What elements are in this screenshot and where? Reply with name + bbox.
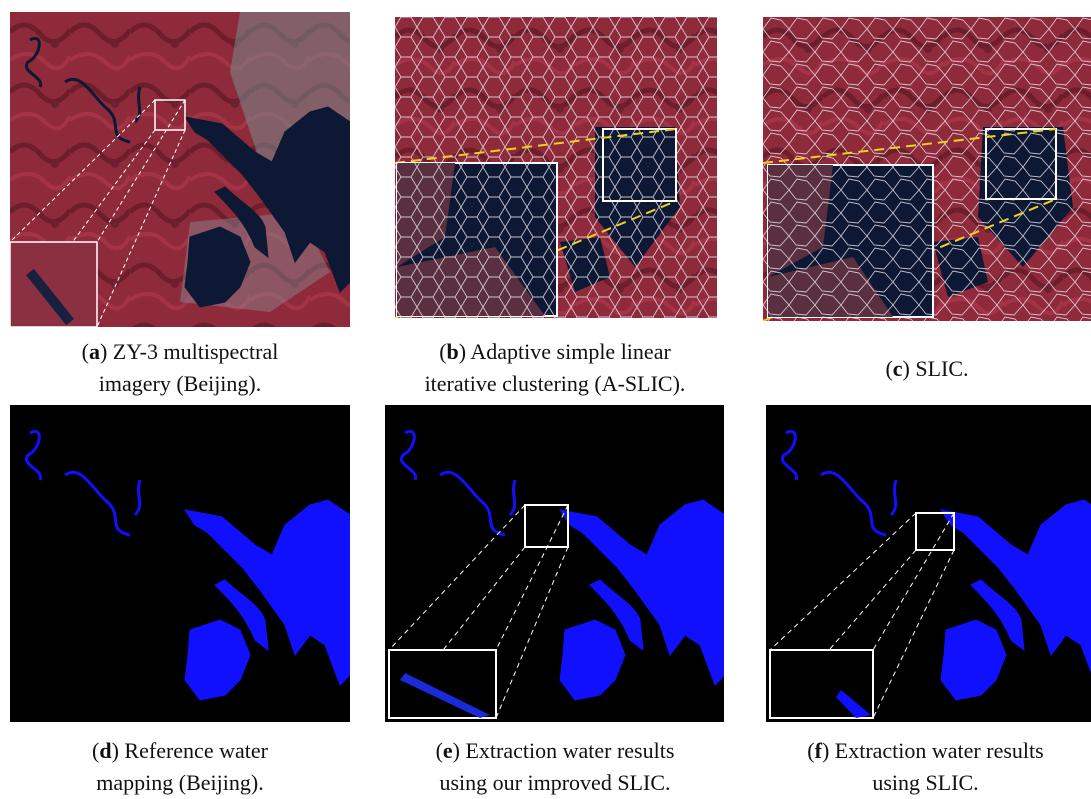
caption-text: ) ZY-3 multispectral: [100, 339, 278, 364]
reference-water-map: [10, 405, 350, 722]
caption-text: imagery (Beijing).: [99, 371, 262, 396]
caption-text: ) Adaptive simple linear: [459, 339, 671, 364]
caption-text: mapping (Beijing).: [96, 770, 263, 795]
caption: (e) Extraction water results using our im…: [385, 735, 725, 799]
caption: (f) Extraction water results using SLIC.: [760, 735, 1091, 799]
caption-text: using SLIC.: [872, 770, 978, 795]
panel-letter: b: [447, 339, 459, 364]
caption: (c) SLIC.: [763, 353, 1091, 385]
caption: (a) ZY-3 multispectral imagery (Beijing).: [10, 336, 350, 400]
caption-text: ) Reference water: [112, 738, 268, 763]
caption-text: (: [82, 339, 89, 364]
caption-text: ) Extraction water results: [822, 738, 1044, 763]
caption-text: (: [439, 339, 446, 364]
panel-letter: d: [99, 738, 111, 763]
caption-text: iterative clustering (A-SLIC).: [425, 371, 686, 396]
panel-letter: f: [815, 738, 822, 763]
caption-text: (: [885, 356, 892, 381]
caption: (b) Adaptive simple linear iterative clus…: [385, 336, 725, 400]
improved-slic-water-map: [385, 405, 724, 722]
slic-water-map: [766, 405, 1091, 722]
caption-text: (: [807, 738, 814, 763]
satellite-image: [10, 12, 350, 327]
panel-letter: c: [893, 356, 903, 381]
panel-letter: e: [443, 738, 453, 763]
slic-image: [763, 17, 1091, 321]
figure-page: (a) ZY-3 multispectralimagery (Beijing).…: [0, 0, 1091, 797]
a-slic-image: [395, 17, 717, 318]
caption-text: using our improved SLIC.: [440, 770, 671, 795]
panel-letter: a: [89, 339, 100, 364]
caption-text: (: [436, 738, 443, 763]
caption-text: ) Extraction water results: [453, 738, 675, 763]
caption-text: ) SLIC.: [903, 356, 969, 381]
